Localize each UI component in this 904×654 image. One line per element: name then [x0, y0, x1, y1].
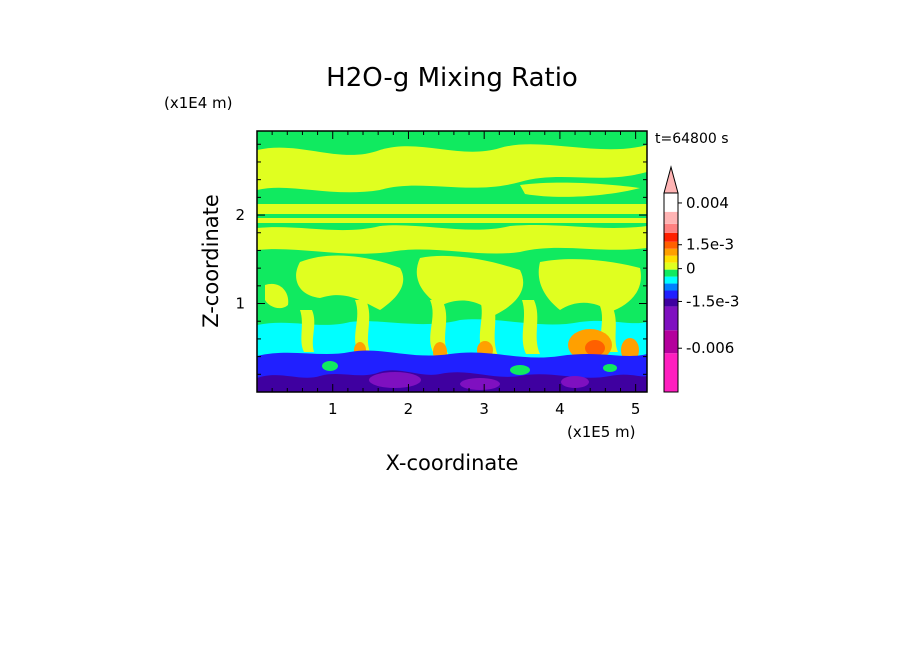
time-label: t=64800 s	[655, 131, 729, 147]
colorbar-segment	[664, 248, 678, 256]
y-axis-ticks: 12	[235, 143, 647, 375]
colorbar-segment	[664, 290, 678, 299]
colorbar-segment	[664, 262, 678, 270]
contour-field	[257, 131, 647, 392]
colorbar-label: -0.006	[686, 339, 734, 357]
colorbar-segment	[664, 211, 678, 224]
chart-title: H2O-g Mixing Ratio	[326, 63, 578, 93]
colorbar-triangle	[663, 165, 679, 194]
colorbar-segment	[664, 306, 678, 331]
x-tick-label: 2	[404, 400, 414, 418]
x-tick-label: 5	[631, 400, 641, 418]
x-unit-label: (x1E5 m)	[567, 423, 636, 441]
y-tick-label: 2	[235, 206, 245, 224]
colorbar-frame	[663, 192, 679, 393]
plot-frame	[256, 130, 648, 393]
colorbar-segment	[664, 330, 678, 354]
colorbar-label: 1.5e-3	[686, 236, 734, 254]
y-axis-title: Z-coordinate	[199, 194, 223, 328]
y-tick-label: 1	[235, 295, 245, 313]
colorbar-label: 0.004	[686, 194, 729, 212]
colorbar-segment	[664, 255, 678, 263]
x-tick-label: 4	[555, 400, 565, 418]
colorbar-segment	[664, 241, 678, 249]
colorbar-label: 0	[686, 260, 696, 278]
colorbar-segment	[664, 353, 678, 392]
x-tick-label: 3	[479, 400, 489, 418]
colorbar-segment	[664, 298, 678, 307]
colorbar-segment	[664, 269, 678, 277]
colorbar-segment	[664, 223, 678, 233]
x-axis-title: X-coordinate	[386, 451, 519, 475]
colorbar-label: -1.5e-3	[686, 292, 739, 310]
colorbar-segment	[664, 232, 678, 242]
colorbar-segment	[664, 276, 678, 284]
y-unit-label: (x1E4 m)	[164, 94, 233, 112]
x-axis-ticks: 1 2 3 4 5	[271, 131, 641, 418]
colorbar-segment	[664, 283, 678, 291]
x-tick-label: 1	[328, 400, 338, 418]
colorbar: -0.006 -1.5e-3 0 1.5e-3 0.004	[663, 165, 739, 393]
